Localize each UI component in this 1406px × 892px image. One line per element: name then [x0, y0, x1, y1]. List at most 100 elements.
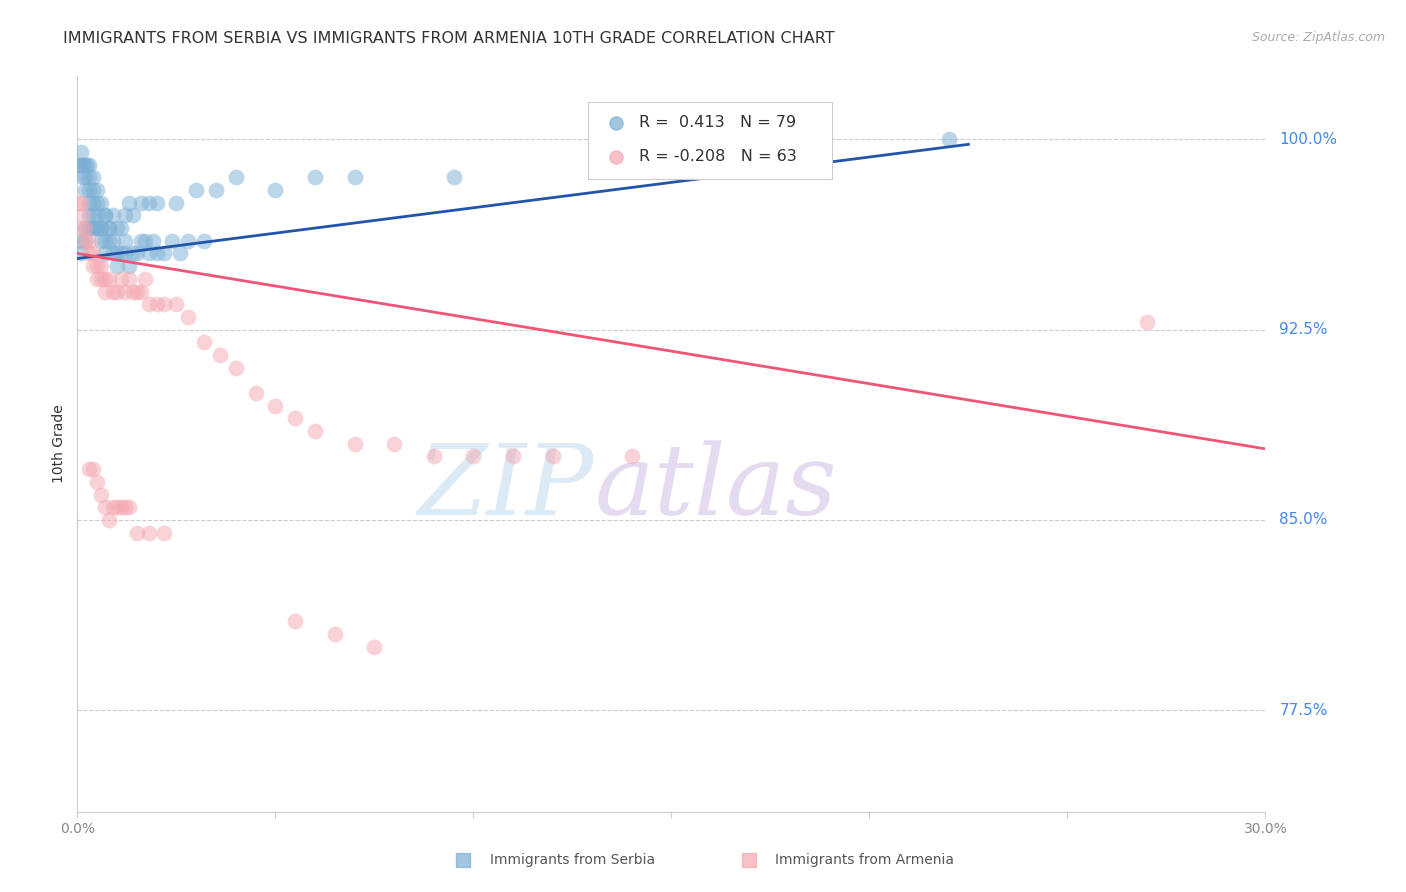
Point: [193, 234, 215, 248]
Point: [264, 399, 287, 413]
Point: [94, 285, 117, 299]
Point: [82, 195, 104, 210]
Point: [145, 297, 167, 311]
Point: [134, 234, 156, 248]
Point: [169, 246, 191, 260]
Point: [101, 234, 124, 248]
Point: [86, 183, 108, 197]
Point: [86, 208, 108, 222]
Point: [165, 297, 187, 311]
Point: [82, 462, 104, 476]
Point: [72, 208, 94, 222]
Point: [110, 246, 132, 260]
Text: R = -0.208   N = 63: R = -0.208 N = 63: [640, 149, 797, 164]
Point: [90, 195, 112, 210]
Point: [502, 450, 524, 464]
Point: [110, 500, 132, 515]
Point: [125, 246, 148, 260]
Point: [138, 297, 160, 311]
Text: ZIP: ZIP: [418, 441, 595, 535]
Point: [90, 487, 112, 501]
Point: [343, 170, 366, 185]
Point: [129, 195, 152, 210]
Point: [110, 221, 132, 235]
Point: [82, 170, 104, 185]
Point: [153, 525, 176, 540]
Point: [98, 513, 121, 527]
Point: [77, 208, 100, 222]
Point: [70, 195, 93, 210]
Point: [105, 246, 128, 260]
Point: [620, 450, 643, 464]
Point: [129, 234, 152, 248]
Point: [205, 183, 228, 197]
Point: [72, 158, 94, 172]
Point: [75, 234, 97, 248]
Point: [177, 310, 200, 324]
Point: [94, 500, 117, 515]
Point: [138, 195, 160, 210]
Text: Immigrants from Armenia: Immigrants from Armenia: [775, 853, 953, 866]
Point: [463, 450, 485, 464]
Point: [67, 158, 90, 172]
Point: [225, 360, 247, 375]
Point: [165, 195, 187, 210]
Point: [90, 221, 112, 235]
Text: atlas: atlas: [595, 441, 837, 535]
Point: [114, 208, 136, 222]
Point: [284, 615, 307, 629]
Point: [75, 170, 97, 185]
Point: [101, 285, 124, 299]
Text: 85.0%: 85.0%: [1279, 512, 1327, 527]
Point: [86, 272, 108, 286]
Point: [382, 436, 405, 450]
Point: [118, 272, 141, 286]
Point: [153, 246, 176, 260]
Point: [423, 450, 446, 464]
Point: [86, 221, 108, 235]
Point: [86, 221, 108, 235]
Point: [82, 221, 104, 235]
Text: 92.5%: 92.5%: [1279, 322, 1327, 337]
Point: [118, 195, 141, 210]
Point: [121, 208, 143, 222]
Point: [82, 259, 104, 273]
Point: [101, 246, 124, 260]
Point: [72, 170, 94, 185]
Point: [304, 424, 326, 438]
Point: [138, 246, 160, 260]
Point: [98, 234, 121, 248]
Point: [94, 208, 117, 222]
Point: [82, 183, 104, 197]
Point: [98, 221, 121, 235]
Point: [142, 234, 165, 248]
Point: [541, 450, 564, 464]
Point: [125, 285, 148, 299]
Point: [110, 272, 132, 286]
Point: [129, 285, 152, 299]
Point: [138, 525, 160, 540]
Point: [70, 158, 93, 172]
Point: [77, 170, 100, 185]
Point: [75, 221, 97, 235]
Text: Immigrants from Serbia: Immigrants from Serbia: [489, 853, 655, 866]
Point: [245, 386, 267, 401]
Point: [75, 158, 97, 172]
Point: [118, 500, 141, 515]
Text: R =  0.413   N = 79: R = 0.413 N = 79: [640, 115, 796, 130]
Point: [118, 259, 141, 273]
Point: [193, 335, 215, 350]
Point: [145, 246, 167, 260]
Y-axis label: 10th Grade: 10th Grade: [52, 404, 66, 483]
Point: [98, 221, 121, 235]
Point: [75, 234, 97, 248]
Point: [86, 259, 108, 273]
Point: [105, 259, 128, 273]
Text: IMMIGRANTS FROM SERBIA VS IMMIGRANTS FROM ARMENIA 10TH GRADE CORRELATION CHART: IMMIGRANTS FROM SERBIA VS IMMIGRANTS FRO…: [63, 31, 835, 46]
Point: [121, 285, 143, 299]
Point: [94, 246, 117, 260]
Point: [114, 234, 136, 248]
Point: [70, 246, 93, 260]
Text: Source: ZipAtlas.com: Source: ZipAtlas.com: [1251, 31, 1385, 45]
Point: [90, 272, 112, 286]
